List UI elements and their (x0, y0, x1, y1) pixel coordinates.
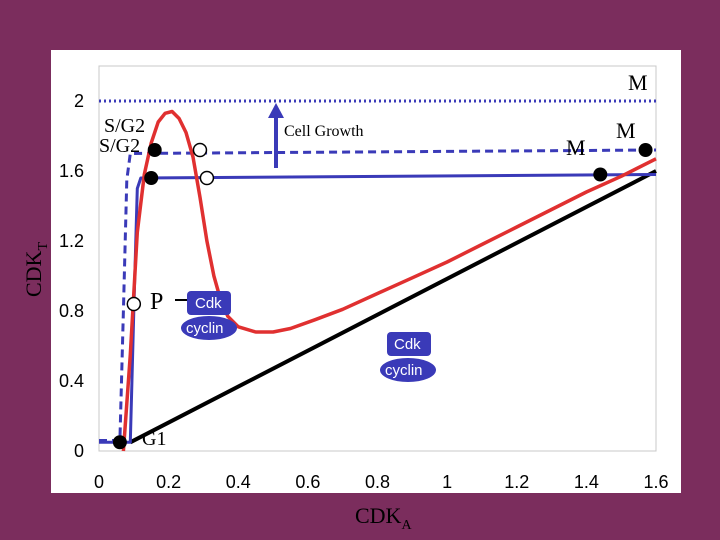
x-tick-label: 1 (442, 472, 452, 492)
x-tick-label: 1.4 (574, 472, 599, 492)
plot-area (98, 65, 657, 452)
x-tick-label: 0.2 (156, 472, 181, 492)
series-line (129, 169, 657, 445)
cdk-label-1: Cdk (195, 295, 222, 312)
y-tick-label: 1.2 (59, 231, 84, 251)
y-tick-label: 1.6 (59, 161, 84, 181)
steady-state-stable-marker (638, 143, 653, 157)
steady-state-unstable-marker (199, 170, 215, 186)
steady-state-unstable-marker (126, 296, 142, 312)
steady-state-stable-marker (593, 167, 608, 182)
cdk-cyclin-complex-icon (380, 332, 436, 382)
x-tick-label: 0.8 (365, 472, 390, 492)
x-tick-labels: 0 0.2 0.4 0.6 0.8 1 1.2 1.4 1.6 (94, 472, 669, 492)
steady-state-unstable-marker (192, 142, 208, 158)
steady-state-stable-marker (112, 435, 127, 450)
marker-layer (112, 142, 653, 450)
m-label-right: M (616, 118, 636, 143)
sg2-label-a: S/G2 (104, 115, 145, 137)
cdk-label-2: Cdk (394, 336, 421, 353)
cyclin-label-2: cyclin (385, 362, 423, 379)
x-tick-label: 0.4 (226, 472, 251, 492)
cell-growth-arrow (268, 103, 284, 168)
cyclin-label-1: cyclin (186, 320, 224, 337)
y-tick-label: 2 (74, 91, 84, 111)
y-tick-label: 0.4 (59, 371, 84, 391)
x-tick-label: 1.2 (504, 472, 529, 492)
y-tick-labels: 0 0.4 0.8 1.2 1.6 2 (59, 91, 84, 461)
g1-label: G1 (142, 428, 166, 450)
x-tick-label: 0 (94, 472, 104, 492)
steady-state-stable-marker (144, 171, 159, 185)
y-axis-label: CDKT (21, 242, 51, 297)
series-line (121, 109, 657, 452)
phosphate-label: P (150, 289, 163, 315)
m-label-mid: M (566, 135, 586, 160)
x-tick-label: 1.6 (643, 472, 668, 492)
x-tick-label: 0.6 (295, 472, 320, 492)
cell-growth-label: Cell Growth (284, 123, 364, 140)
sg2-label-b: S/G2 (99, 135, 140, 157)
m-label-top: M (628, 70, 648, 95)
chart-frame (51, 50, 681, 493)
cdk-cyclin-complex-icon (181, 291, 237, 340)
y-tick-label: 0 (74, 441, 84, 461)
y-tick-label: 0.8 (59, 301, 84, 321)
x-axis-label: CDKA (355, 503, 412, 533)
steady-state-stable-marker (147, 143, 162, 157)
